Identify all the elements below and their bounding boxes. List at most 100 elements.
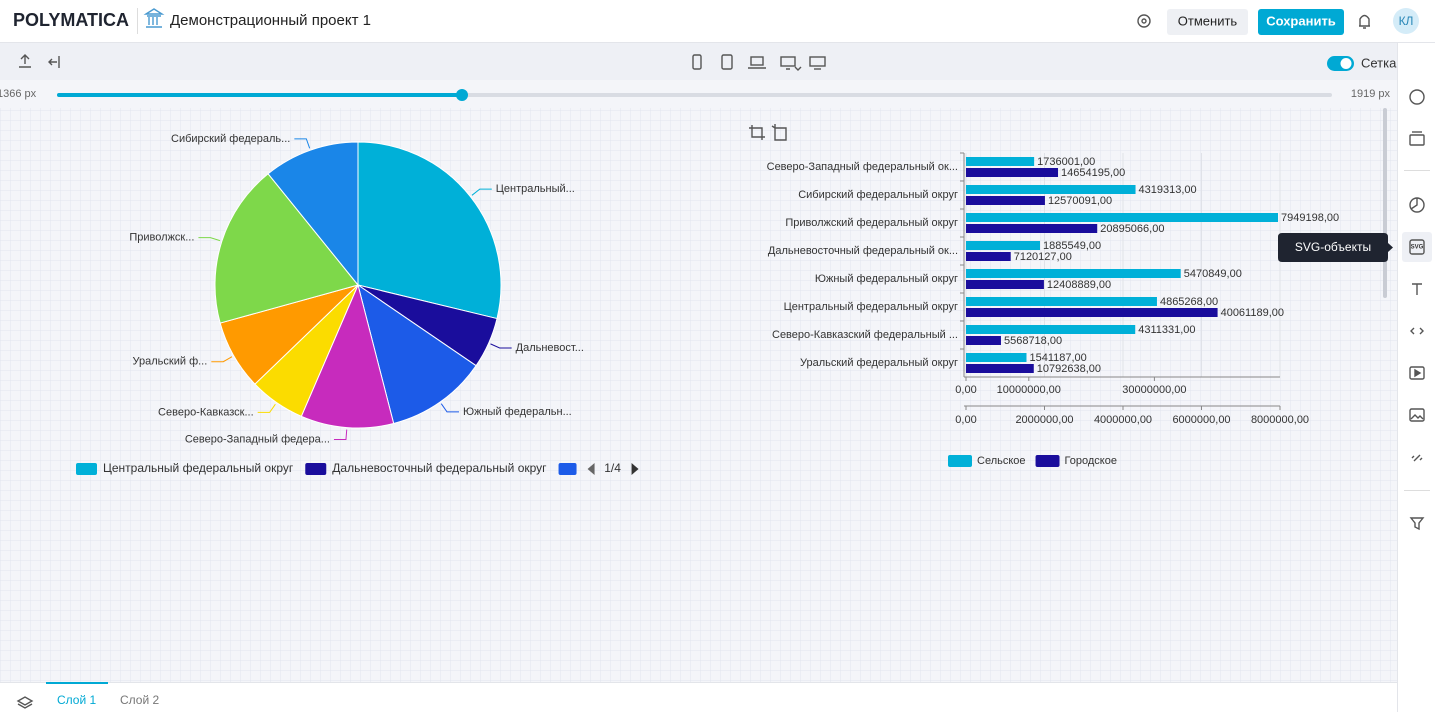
- category-label: Дальневосточный федеральный ок...: [768, 245, 958, 257]
- svg-objects-button[interactable]: [1402, 232, 1432, 262]
- layers-icon[interactable]: [1409, 131, 1425, 146]
- legend-label: Дальневосточный федеральный округ: [332, 461, 547, 475]
- cancel-button[interactable]: [1167, 9, 1248, 35]
- value-label: 7120127,00: [1014, 251, 1072, 263]
- legend-swatch: [305, 463, 327, 475]
- label-leader: [211, 356, 233, 363]
- layer-tab[interactable]: Слой 2: [120, 693, 160, 707]
- device-laptop[interactable]: [748, 56, 766, 69]
- svg-icon-glyph: SVG: [1411, 245, 1424, 251]
- label-leader: [471, 188, 492, 196]
- grid-toggle-label: Сетка: [1361, 55, 1397, 70]
- label-leader: [294, 138, 311, 149]
- rotate-icon[interactable]: [771, 124, 787, 141]
- crop-icon[interactable]: [749, 125, 765, 140]
- bar: [966, 269, 1181, 278]
- label-leader: [198, 237, 221, 242]
- project-icon: [143, 8, 165, 28]
- legend-swatch: [1035, 455, 1060, 467]
- value-label: 4311331,00: [1138, 324, 1195, 336]
- layers-bar-icon[interactable]: [16, 696, 34, 709]
- save-button[interactable]: [1258, 9, 1344, 35]
- palette-icon[interactable]: [1409, 89, 1425, 105]
- value-label: 20895066,00: [1100, 223, 1164, 235]
- x-tick-label: 8000000,00: [1251, 414, 1309, 426]
- category-label: Северо-Западный федеральный ок...: [767, 161, 958, 173]
- bar: [966, 185, 1136, 194]
- category-label: Приволжский федеральный округ: [785, 217, 958, 229]
- bar: [966, 252, 1011, 261]
- export-button[interactable]: [19, 54, 31, 68]
- x-tick-label: 4000000,00: [1094, 414, 1152, 426]
- category-label: Южный федеральный округ: [815, 273, 958, 285]
- avatar[interactable]: [1393, 8, 1419, 34]
- image-icon[interactable]: [1409, 408, 1425, 422]
- value-label: 1885549,00: [1043, 240, 1101, 252]
- value-label: 12570091,00: [1048, 195, 1112, 207]
- category-label: Сибирский федеральный округ: [798, 189, 958, 201]
- collapse-button[interactable]: [48, 56, 60, 68]
- pie-slice: [300, 283, 395, 429]
- category-label: Уральский федеральный округ: [800, 357, 958, 369]
- value-label: 5470849,00: [1184, 268, 1242, 280]
- toolbar: [0, 43, 1397, 80]
- bar: [966, 308, 1218, 317]
- slider-min: 1366 px: [0, 88, 37, 100]
- value-label: 14654195,00: [1061, 167, 1125, 179]
- settings-button[interactable]: [1137, 14, 1151, 28]
- device-wide[interactable]: [809, 56, 826, 70]
- link-icon[interactable]: [1411, 454, 1423, 462]
- value-label: 40061189,00: [1221, 307, 1284, 319]
- video-icon[interactable]: [1409, 366, 1425, 380]
- bar: [966, 353, 1027, 362]
- legend-swatch: [76, 463, 97, 475]
- bar: [966, 364, 1034, 373]
- layers-bar: [0, 682, 1397, 712]
- grid-toggle-knob: [1340, 58, 1352, 69]
- notifications-button[interactable]: [1359, 14, 1370, 29]
- legend-page: 1/4: [604, 461, 621, 475]
- save-label: Сохранить: [1266, 13, 1336, 28]
- value-label: 1736001,00: [1037, 156, 1095, 168]
- label-leader: [257, 403, 276, 413]
- slice-label: Северо-Западный федера...: [185, 433, 330, 445]
- slice-label: Дальневост...: [516, 342, 584, 354]
- category-label: Центральный федеральный округ: [784, 301, 958, 313]
- slider-thumb[interactable]: [456, 89, 468, 101]
- legend-label: Сельское: [977, 455, 1026, 467]
- filter-icon[interactable]: [1409, 517, 1425, 531]
- scrollbar[interactable]: [1383, 108, 1387, 298]
- tooltip: [1278, 233, 1393, 262]
- x-tick-label: 0,00: [955, 414, 976, 426]
- chart-icon[interactable]: [1409, 197, 1425, 213]
- slice-label: Южный федеральн...: [463, 406, 572, 418]
- bar: [966, 241, 1041, 250]
- legend-prev[interactable]: [587, 463, 595, 475]
- legend-label: Центральный федеральный округ: [103, 461, 294, 475]
- layer-tab[interactable]: Слой 1: [57, 693, 97, 707]
- bar: [966, 280, 1044, 289]
- device-mobile[interactable]: [692, 54, 702, 70]
- x-tick-label: 6000000,00: [1172, 414, 1230, 426]
- value-label: 1541187,00: [1029, 352, 1086, 364]
- x2-tick-label: 30000000,00: [1122, 384, 1186, 396]
- code-icon[interactable]: [1410, 327, 1424, 335]
- bar: [966, 213, 1279, 222]
- canvas-grid: [0, 108, 1397, 682]
- device-tablet[interactable]: [721, 54, 733, 70]
- bar: [966, 168, 1059, 177]
- label-leader: [440, 403, 460, 413]
- bar: [966, 336, 1001, 345]
- logo[interactable]: POLYMATICA: [13, 10, 129, 30]
- project-title: Демонстрационный проект 1: [170, 12, 371, 29]
- device-desktop[interactable]: [780, 56, 802, 71]
- text-icon[interactable]: [1412, 283, 1422, 295]
- active-layer-indicator: [46, 682, 108, 684]
- pie-slice: [267, 141, 359, 287]
- pie-slice: [357, 283, 477, 425]
- x2-tick-label: 10000000,00: [997, 384, 1061, 396]
- legend-next[interactable]: [631, 463, 639, 475]
- cancel-label: Отменить: [1178, 13, 1238, 28]
